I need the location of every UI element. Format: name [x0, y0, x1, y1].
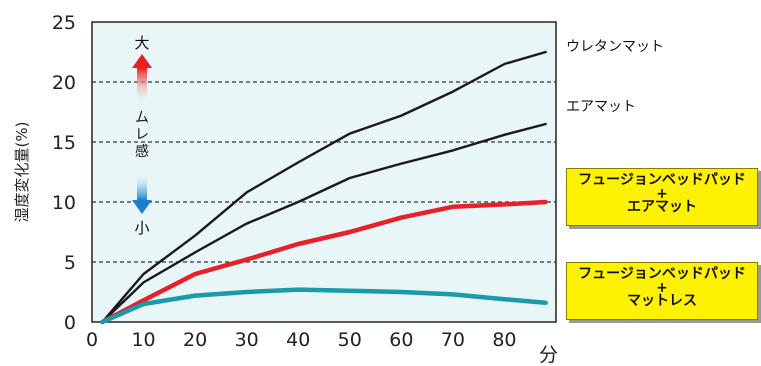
- y-axis-label: 湿度変化量(%): [13, 122, 31, 223]
- up-arrow-head: [132, 54, 152, 68]
- series-label-urethane-mat: ウレタンマット: [566, 39, 664, 55]
- down-arrow-shaft: [137, 170, 147, 200]
- annotation-char: ム: [135, 110, 149, 126]
- x-tick-label: 70: [441, 329, 465, 351]
- series-line-0: [101, 50, 547, 324]
- legend-line: フュージョンベッドパッド: [578, 266, 746, 282]
- y-tick-label: 10: [52, 192, 76, 214]
- y-tick-label: 25: [52, 12, 76, 34]
- x-tick-label: 0: [86, 329, 98, 351]
- y-tick-label: 5: [64, 252, 76, 274]
- grid-lines: [92, 81, 556, 263]
- y-axis-ticks: 0 5 10 15 20 25: [52, 12, 76, 334]
- annotation-large: 大: [134, 34, 149, 52]
- x-tick-label: 10: [131, 329, 155, 351]
- y-tick-label: 15: [52, 132, 76, 154]
- y-tick-label: 20: [52, 72, 76, 94]
- annotation-char: 感: [135, 143, 149, 160]
- x-tick-label: 60: [389, 329, 413, 351]
- legend-fusion-air-mat: フュージョンベッドパッド + エアマット: [566, 168, 758, 226]
- x-tick-label: 40: [286, 329, 310, 351]
- annotation-small: 小: [134, 219, 149, 237]
- series-line-3: [100, 287, 548, 325]
- legend-line: エアマット: [627, 199, 697, 215]
- legend-line: マットレス: [627, 293, 697, 309]
- y-tick-label: 0: [64, 312, 76, 334]
- x-axis-ticks: 0 10 20 30 40 50 60 70 80: [86, 329, 517, 351]
- series-line-2: [100, 199, 548, 325]
- plot-area: [91, 21, 557, 323]
- x-tick-label: 20: [183, 329, 207, 351]
- series-lines: [100, 50, 548, 325]
- series-line-1: [101, 122, 547, 324]
- legend-line: +: [656, 186, 668, 202]
- up-arrow-shaft: [137, 68, 147, 106]
- annotation-char: レ: [135, 127, 149, 143]
- x-tick-label: 80: [492, 329, 516, 351]
- series-label-air-mat: エアマット: [566, 99, 636, 115]
- legend-line: フュージョンベッドパッド: [578, 172, 746, 188]
- down-arrow-head: [132, 200, 152, 214]
- x-tick-label: 50: [338, 329, 362, 351]
- x-tick-label: 30: [235, 329, 259, 351]
- x-axis-label: 分: [539, 344, 558, 366]
- legend-line: +: [656, 280, 668, 296]
- legend-fusion-mattress: フュージョンベッドパッド + マットレス: [566, 262, 758, 320]
